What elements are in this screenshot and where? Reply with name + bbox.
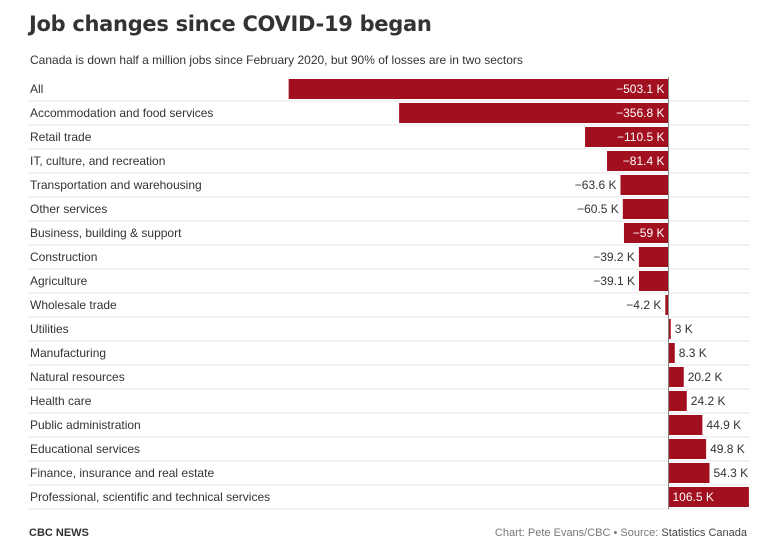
value-label: −39.2 K [593, 250, 635, 264]
category-label: Finance, insurance and real estate [30, 466, 214, 480]
bar [668, 319, 671, 339]
category-label: IT, culture, and recreation [30, 154, 165, 168]
category-label: Construction [30, 250, 97, 264]
bar [622, 199, 669, 219]
bar [585, 127, 669, 147]
bar [668, 343, 675, 363]
category-label: Professional, scientific and technical s… [30, 490, 270, 504]
category-label: Wholesale trade [30, 298, 117, 312]
category-label: Public administration [30, 418, 141, 432]
value-label: −60.5 K [577, 202, 619, 216]
value-label: 54.3 K [713, 466, 748, 480]
bar [665, 295, 669, 315]
credit-text: Chart: Pete Evans/CBC • Source: [494, 527, 662, 539]
bar [668, 391, 687, 411]
category-label: Accommodation and food services [30, 106, 213, 120]
chart-subtitle: Canada is down half a million jobs since… [30, 53, 523, 67]
value-label: −59 K [633, 226, 665, 240]
value-label: 106.5 K [673, 490, 714, 504]
bar [668, 415, 703, 435]
value-label: 49.8 K [710, 442, 745, 456]
category-label: Manufacturing [30, 346, 106, 360]
category-label: Utilities [30, 322, 69, 336]
chart-title: Job changes since COVID-19 began [29, 12, 432, 36]
category-label: Agriculture [30, 274, 88, 288]
value-label: −81.4 K [623, 154, 665, 168]
bar [620, 175, 669, 195]
source-link[interactable]: Statistics Canada [661, 527, 747, 539]
value-label: 24.2 K [691, 394, 726, 408]
bar [668, 439, 707, 459]
bar [668, 487, 749, 507]
value-label: −503.1 K [616, 82, 664, 96]
bar [668, 463, 710, 483]
bar [288, 79, 669, 99]
value-label: −4.2 K [626, 298, 661, 312]
value-label: −63.6 K [575, 178, 617, 192]
category-label: Transportation and warehousing [30, 178, 202, 192]
bar [607, 151, 669, 171]
bar [623, 223, 669, 243]
category-label: All [30, 82, 43, 96]
category-label: Retail trade [30, 130, 92, 144]
category-label: Other services [30, 202, 107, 216]
brand-label: CBC NEWS [29, 527, 89, 539]
bar [638, 247, 669, 267]
bar [638, 271, 669, 291]
value-label: −110.5 K [617, 130, 664, 144]
value-label: −39.1 K [593, 274, 635, 288]
bar [399, 103, 669, 123]
category-label: Educational services [30, 442, 140, 456]
bar [668, 367, 684, 387]
category-label: Business, building & support [30, 226, 182, 240]
value-label: 44.9 K [706, 418, 741, 432]
value-label: 20.2 K [688, 370, 723, 384]
value-label: 8.3 K [679, 346, 707, 360]
value-label: 3 K [675, 322, 693, 336]
category-label: Natural resources [30, 370, 125, 384]
value-label: −356.8 K [616, 106, 664, 120]
chart-credit: Chart: Pete Evans/CBC • Source: Statisti… [495, 527, 747, 539]
category-label: Health care [30, 394, 92, 408]
